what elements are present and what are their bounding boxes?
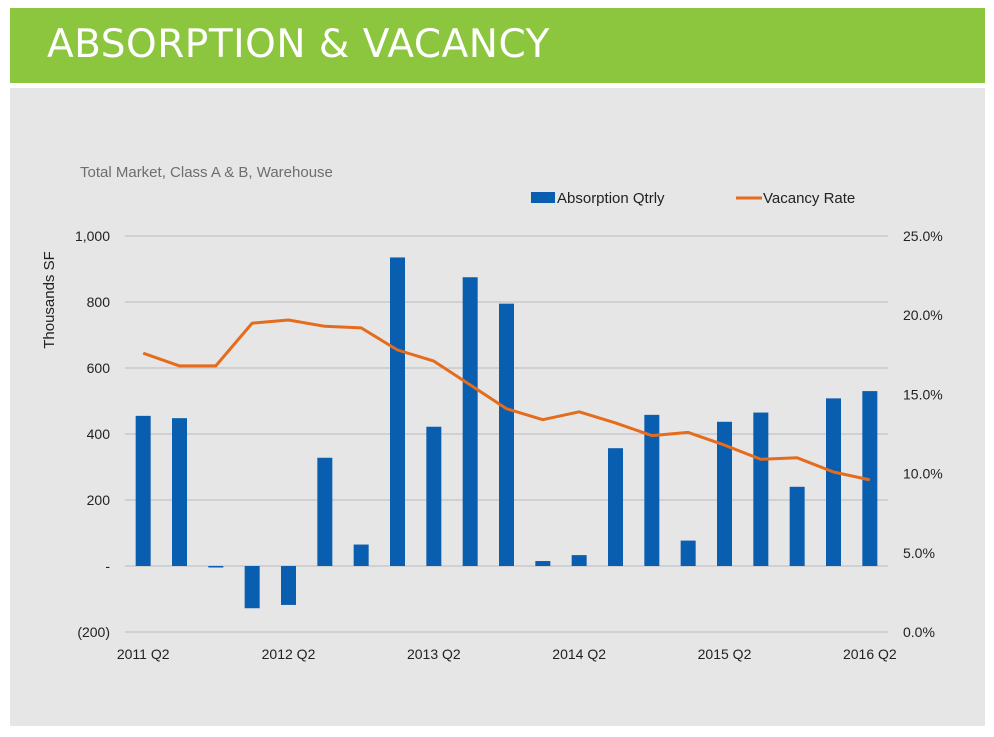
absorption-bar [172,418,187,566]
left-tick-label: 1,000 [75,228,110,244]
x-tick-label: 2013 Q2 [407,646,461,662]
left-tick-label: 600 [87,360,111,376]
left-axis-ticks: 1,000 800 600 400 200 - (200) [75,228,110,640]
absorption-bar [208,566,224,568]
absorption-bar [571,555,587,566]
x-tick-label: 2014 Q2 [552,646,606,662]
left-tick-label: - [105,558,110,574]
absorption-bar [717,421,732,566]
absorption-bars [135,257,878,609]
absorption-bar [753,412,769,566]
x-tick-label: 2012 Q2 [262,646,316,662]
absorption-bar [135,415,151,566]
absorption-bar [462,277,478,566]
left-tick-label: 200 [87,492,111,508]
x-axis-ticks: 2011 Q2 2012 Q2 2013 Q2 2014 Q2 2015 Q2 2016 … [117,646,897,662]
legend-swatch-absorption [531,192,555,203]
absorption-bar [535,561,551,566]
right-tick-label: 0.0% [903,624,935,640]
right-tick-label: 15.0% [903,386,943,402]
x-tick-label: 2016 Q2 [843,646,897,662]
right-tick-label: 5.0% [903,545,935,561]
absorption-bar [353,544,369,566]
legend: Absorption Qtrly Vacancy Rate [531,190,855,207]
right-axis-ticks: 25.0% 20.0% 15.0% 10.0% 5.0% 0.0% [903,228,943,640]
left-tick-label: 400 [87,426,111,442]
absorption-bar [644,414,660,566]
right-tick-label: 25.0% [903,228,943,244]
absorption-bar [244,566,260,609]
absorption-bar [826,398,841,566]
right-tick-label: 20.0% [903,307,943,323]
absorption-bar [281,566,296,605]
absorption-bar [499,303,514,566]
vacancy-rate-line [142,318,871,482]
absorption-bar [680,540,696,566]
absorption-bar [426,426,442,566]
chart-panel [10,88,985,726]
legend-label-vacancy: Vacancy Rate [763,190,855,207]
absorption-bar [317,457,333,566]
left-tick-label: (200) [77,624,110,640]
absorption-bar [390,257,405,566]
legend-label-absorption: Absorption Qtrly [557,190,665,207]
right-tick-label: 10.0% [903,466,943,482]
y-axis-title: Thousands SF [41,251,58,349]
title-banner: ABSORPTION & VACANCY [10,8,985,83]
absorption-bar [608,448,623,566]
left-tick-label: 800 [87,294,111,310]
chart-subtitle: Total Market, Class A & B, Warehouse [80,164,333,181]
absorption-bar [789,486,805,566]
page-title: ABSORPTION & VACANCY [47,22,550,67]
x-tick-label: 2015 Q2 [698,646,752,662]
x-tick-label: 2011 Q2 [117,646,170,662]
